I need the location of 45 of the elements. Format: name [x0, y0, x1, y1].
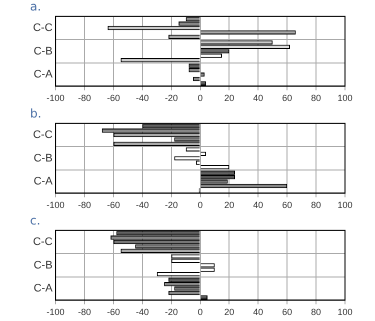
- x-tick-label: -80: [78, 200, 92, 210]
- chart-title: b.: [30, 106, 42, 120]
- y-tick-label: C-B: [34, 259, 53, 272]
- x-tick-label: -100: [46, 93, 65, 104]
- x-tick-label: 20: [224, 93, 234, 104]
- y-tick-label: C-B: [34, 152, 53, 164]
- x-tick-label: 20: [224, 307, 234, 318]
- x-tick-label: -100: [46, 307, 65, 318]
- x-tick-label: 80: [311, 93, 322, 104]
- x-tick-label: 60: [282, 93, 292, 104]
- chart-title: a.: [30, 0, 42, 14]
- x-tick-label: 100: [337, 93, 353, 104]
- x-tick-label: -80: [78, 307, 92, 318]
- x-tick-label: 80: [311, 307, 322, 318]
- y-tick-label: C-A: [34, 282, 54, 295]
- x-tick-label: -40: [136, 307, 149, 318]
- x-tick-label: -40: [136, 93, 149, 104]
- x-tick-label: 40: [253, 93, 264, 104]
- x-tick-label: 60: [282, 200, 292, 210]
- x-tick-label: 40: [253, 200, 264, 210]
- x-tick-label: 100: [337, 307, 353, 318]
- x-tick-label: -20: [164, 93, 178, 104]
- x-tick-label: -80: [78, 93, 92, 104]
- x-tick-label: 0: [198, 307, 203, 318]
- x-tick-label: -60: [106, 93, 120, 104]
- x-tick-label: 60: [282, 307, 292, 318]
- x-tick-label: 20: [224, 200, 234, 210]
- x-tick-label: -20: [164, 200, 178, 210]
- y-tick-label: C-A: [34, 176, 54, 188]
- y-tick-label: C-C: [32, 22, 53, 34]
- y-tick-label: C-C: [32, 129, 53, 142]
- x-tick-label: -60: [106, 307, 120, 318]
- y-tick-label: C-C: [32, 236, 53, 248]
- x-tick-label: -20: [164, 307, 178, 318]
- x-tick-label: -40: [136, 200, 149, 210]
- x-tick-label: 0: [198, 200, 203, 210]
- chart-title: c.: [30, 213, 40, 228]
- y-tick-label: C-A: [34, 68, 54, 81]
- x-tick-label: 40: [253, 307, 264, 318]
- x-tick-label: 80: [311, 200, 322, 210]
- x-tick-label: 100: [337, 200, 353, 210]
- x-tick-label: -60: [106, 200, 120, 210]
- y-tick-label: C-B: [34, 45, 53, 58]
- x-tick-label: -100: [46, 200, 65, 210]
- x-tick-label: 0: [198, 93, 203, 104]
